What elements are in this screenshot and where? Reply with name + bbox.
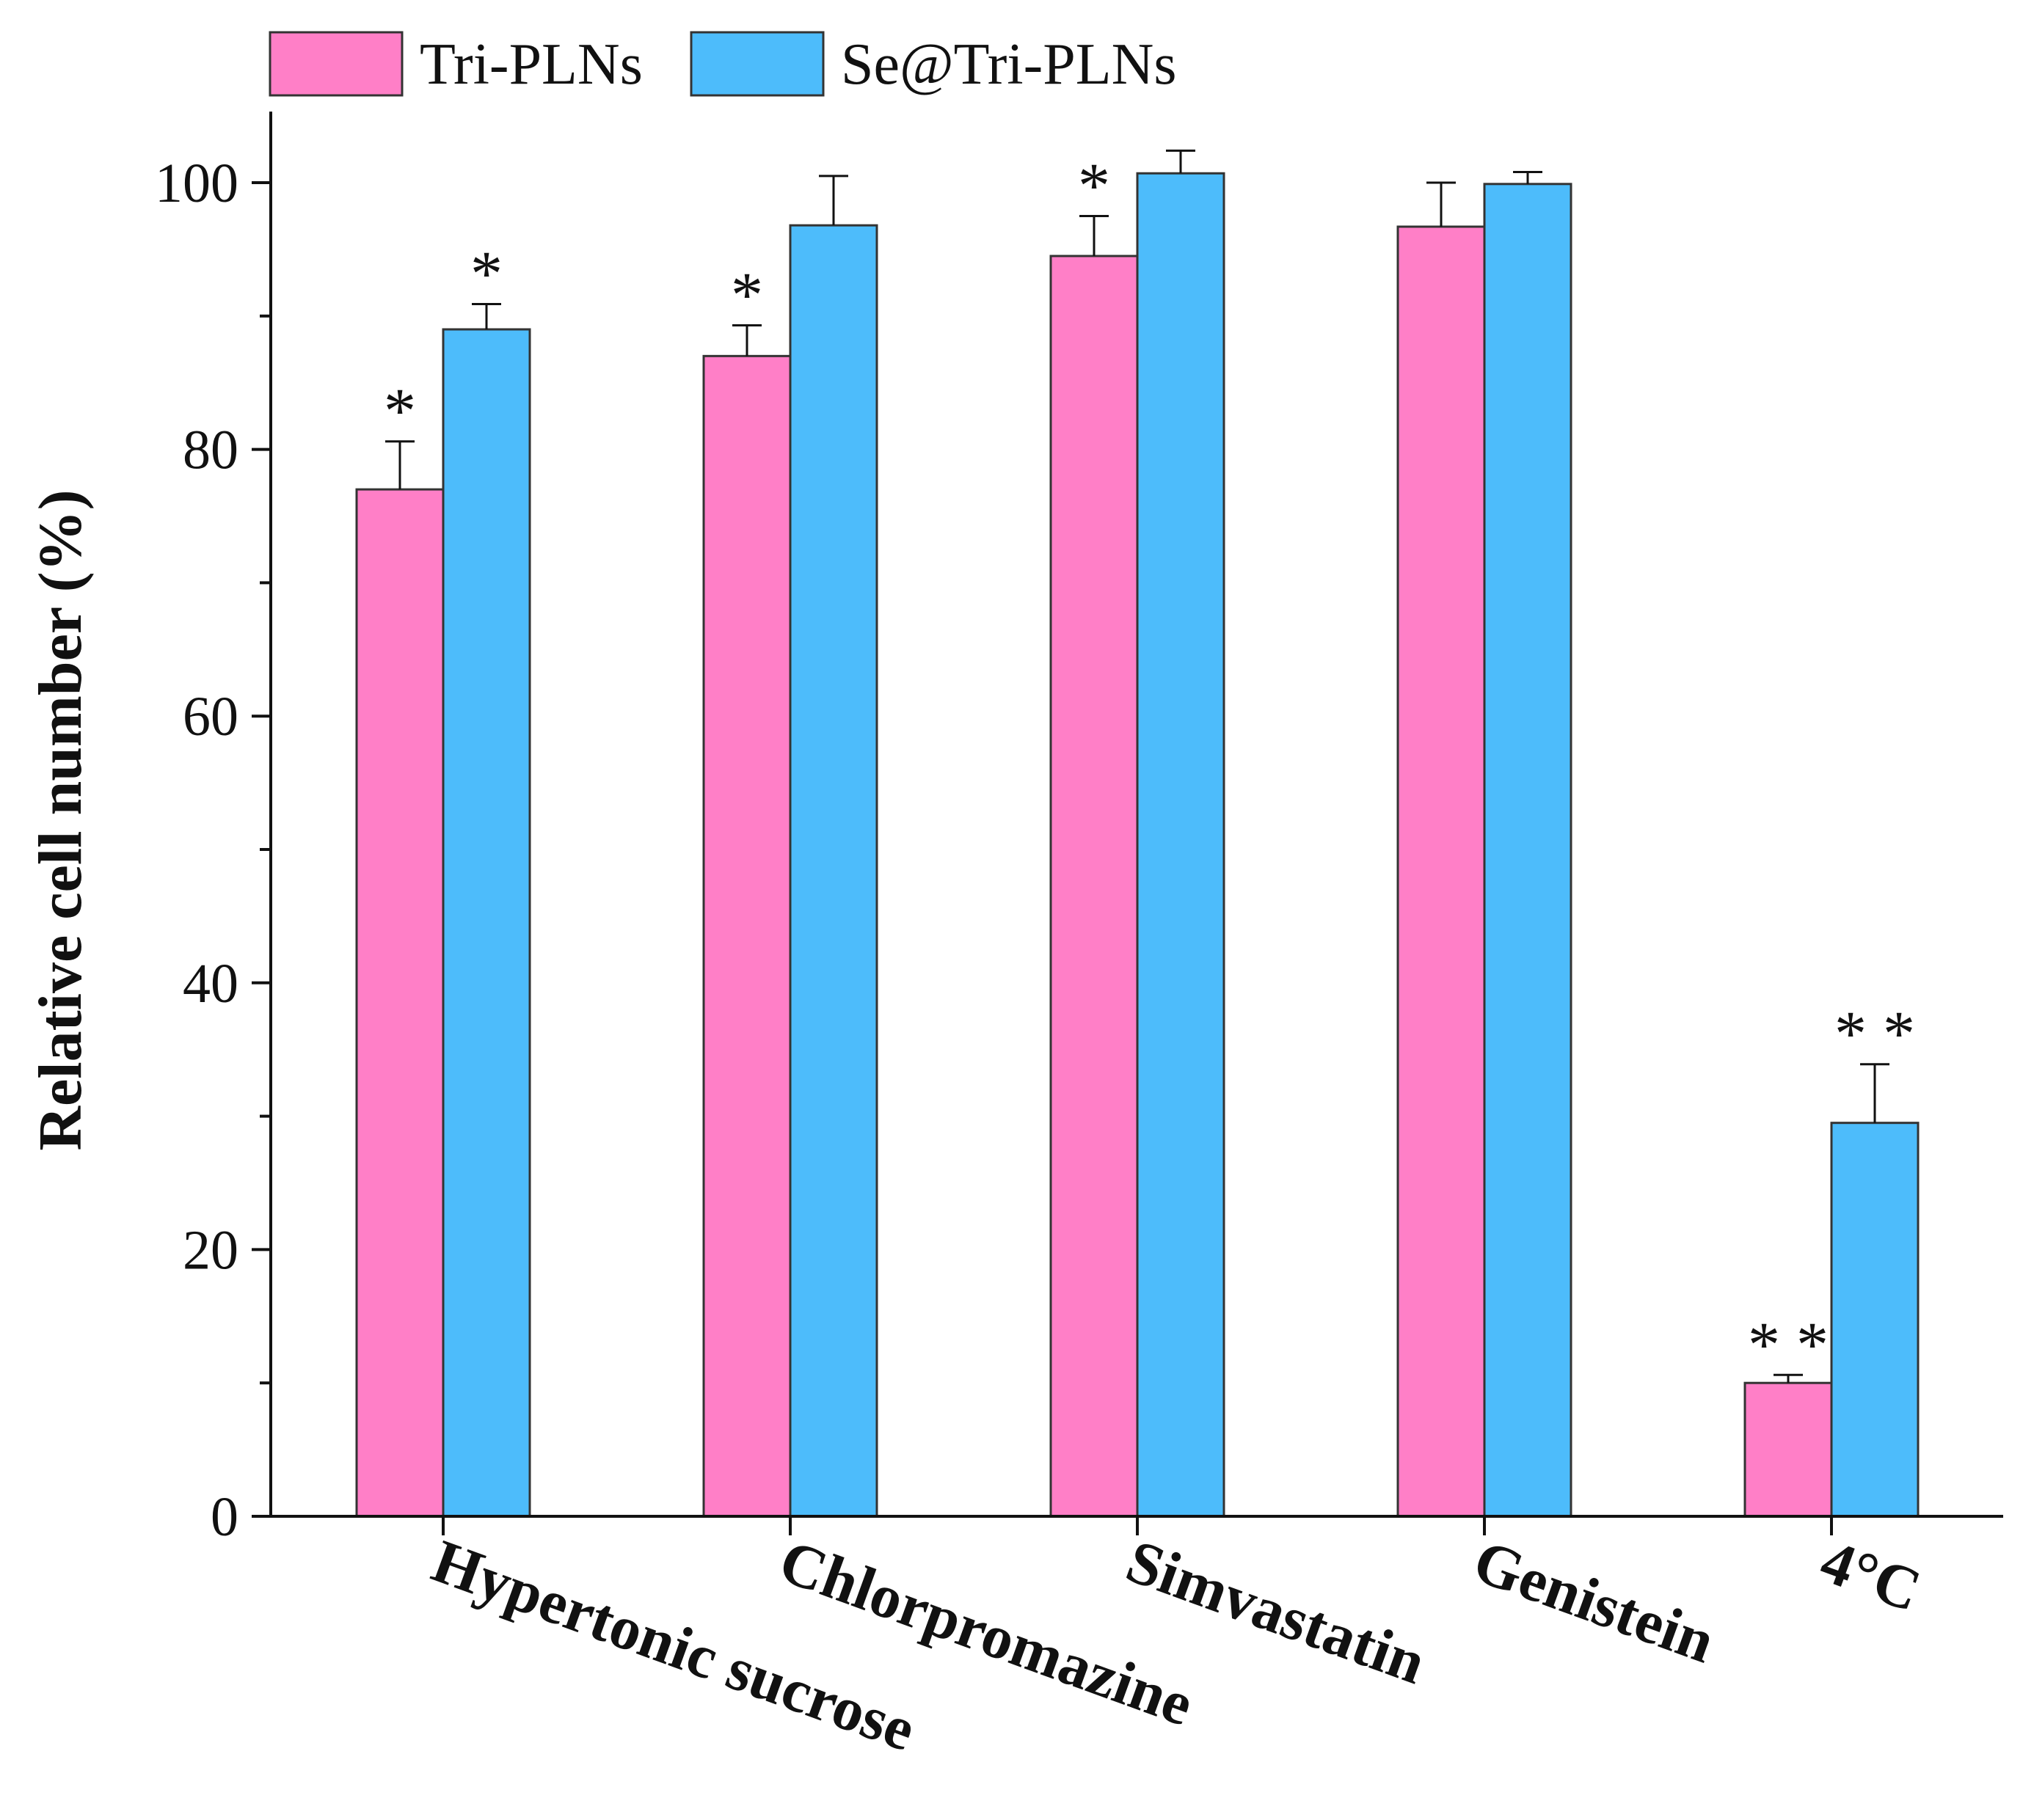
bar-se-tri-plns-2 [1136, 172, 1225, 1518]
bar-tri-plns-3 [1396, 225, 1486, 1518]
bar-se-tri-plns-3 [1483, 183, 1572, 1518]
y-tick-label: 20 [183, 1219, 238, 1281]
bar-se-tri-plns-1 [789, 224, 878, 1518]
bar-se-tri-plns-0 [442, 328, 531, 1518]
legend-swatch-tri-plns [269, 31, 404, 97]
y-axis-title: Relative cell number (%) [26, 489, 95, 1150]
legend-label-se-tri-plns: Se@Tri-PLNs [841, 32, 1177, 97]
x-category-label: Genistein [1465, 1527, 1724, 1676]
significance-marker: * [1078, 150, 1110, 222]
bar-tri-plns-4 [1743, 1381, 1833, 1518]
significance-marker: * [384, 376, 416, 447]
y-tick-label: 0 [211, 1486, 238, 1548]
bar-se-tri-plns-4 [1830, 1122, 1920, 1518]
bar-tri-plns-1 [702, 354, 792, 1518]
y-tick-label: 100 [155, 153, 238, 214]
legend-label-tri-plns: Tri-PLNs [420, 32, 643, 97]
legend-swatch-se-tri-plns [690, 31, 825, 97]
bar-tri-plns-0 [355, 488, 445, 1518]
y-tick-label: 80 [183, 420, 238, 481]
significance-marker: * [470, 238, 503, 310]
x-category-label: 4°C [1812, 1527, 1930, 1625]
y-tick-label: 40 [183, 953, 238, 1015]
legend: Tri-PLNs Se@Tri-PLNs [269, 31, 1177, 97]
significance-marker: * [731, 260, 763, 332]
y-tick-label: 60 [183, 686, 238, 748]
significance-marker: * * [1748, 1309, 1829, 1381]
significance-marker: * * [1834, 999, 1915, 1070]
bar-tri-plns-2 [1049, 255, 1139, 1518]
